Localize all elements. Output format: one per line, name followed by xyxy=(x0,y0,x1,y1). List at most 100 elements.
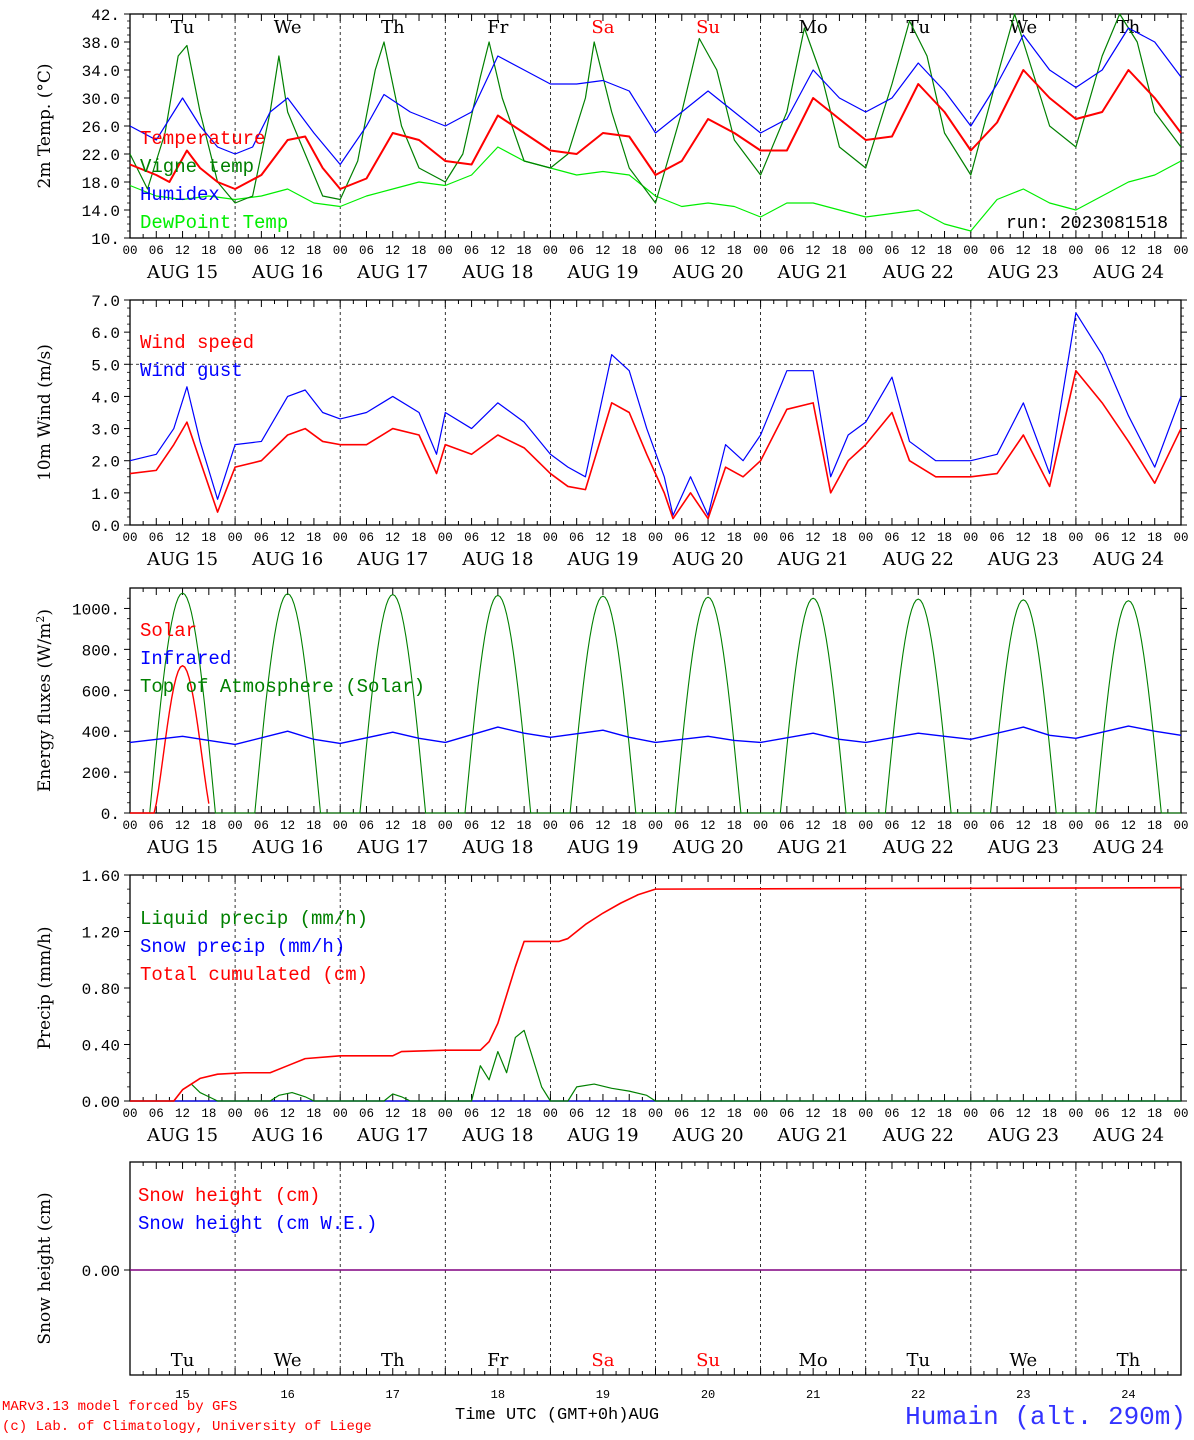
hour-tick-label: 00 xyxy=(858,531,873,545)
y-tick-label: 5.0 xyxy=(91,357,120,375)
hour-tick-label: 12 xyxy=(490,531,505,545)
hour-tick-label: 18 xyxy=(832,244,847,258)
y-tick-label: 18.0 xyxy=(82,175,120,193)
hour-tick-label: 06 xyxy=(884,531,899,545)
date-label: AUG 17 xyxy=(356,549,428,570)
hour-tick-label: 12 xyxy=(701,1107,716,1121)
weekday-label: Su xyxy=(696,17,720,38)
day-number-label: 23 xyxy=(1016,1388,1030,1402)
hour-tick-label: 00 xyxy=(228,244,243,258)
hour-tick-label: 12 xyxy=(280,531,295,545)
liquid-precip-line xyxy=(130,1029,1181,1102)
date-label: AUG 18 xyxy=(461,837,533,858)
y-axis-label: 10m Wind (m/s) xyxy=(35,344,55,481)
hour-tick-label: 12 xyxy=(1016,531,1031,545)
y-tick-label: 0. xyxy=(101,806,120,824)
hour-tick-label: 00 xyxy=(963,819,978,833)
date-label: AUG 22 xyxy=(882,1125,954,1146)
hour-tick-label: 18 xyxy=(1147,531,1162,545)
hour-tick-label: 00 xyxy=(438,244,453,258)
hour-tick-label: 18 xyxy=(517,244,532,258)
date-label: AUG 24 xyxy=(1092,1125,1164,1146)
time-axis-title: Time UTC (GMT+0h) xyxy=(455,1406,629,1425)
date-label: AUG 24 xyxy=(1092,549,1164,570)
hour-tick-label: 00 xyxy=(543,1107,558,1121)
hour-tick-label: 12 xyxy=(490,819,505,833)
hour-tick-label: 18 xyxy=(727,244,742,258)
hour-tick-label: 00 xyxy=(1068,531,1083,545)
date-label: AUG 23 xyxy=(987,549,1059,570)
y-tick-label: 7.0 xyxy=(91,293,120,311)
panel-frame xyxy=(129,13,1182,239)
hour-tick-label: 12 xyxy=(595,819,610,833)
hour-tick-label: 18 xyxy=(937,1107,952,1121)
hour-tick-label: 00 xyxy=(753,1107,768,1121)
date-label: AUG 17 xyxy=(356,837,428,858)
day-number-label: 17 xyxy=(386,1388,400,1402)
y-axis-label: 2m Temp. (°C) xyxy=(35,63,55,188)
hour-tick-label: 18 xyxy=(412,531,427,545)
hour-tick-label: 18 xyxy=(727,531,742,545)
date-label: AUG 20 xyxy=(671,1125,743,1146)
hour-tick-label: 12 xyxy=(806,1107,821,1121)
weekday-label: We xyxy=(274,17,302,38)
hour-tick-label: 06 xyxy=(149,531,164,545)
legend-entry: Vigne temp xyxy=(140,156,254,178)
legend-entry: Snow precip (mm/h) xyxy=(140,936,345,958)
hour-tick-label: 12 xyxy=(280,819,295,833)
hour-tick-label: 12 xyxy=(911,244,926,258)
hour-tick-label: 06 xyxy=(674,819,689,833)
hour-tick-label: 00 xyxy=(648,1107,663,1121)
total-cumulated-line xyxy=(130,886,1182,1102)
y-tick-label: 1000. xyxy=(72,601,120,619)
y-axis-label: Energy fluxes (W/m2) xyxy=(34,609,56,792)
hour-tick-label: 06 xyxy=(569,819,584,833)
hour-tick-label: 06 xyxy=(569,531,584,545)
hour-tick-label: 12 xyxy=(490,1107,505,1121)
hour-tick-label: 00 xyxy=(753,244,768,258)
hour-tick-label: 06 xyxy=(1095,531,1110,545)
hour-tick-label: 00 xyxy=(228,819,243,833)
hour-tick-label: 12 xyxy=(806,819,821,833)
hour-tick-label: 06 xyxy=(990,1107,1005,1121)
y-tick-label: 400. xyxy=(82,724,120,742)
date-label: AUG 17 xyxy=(356,262,428,283)
run-label: run: 2023081518 xyxy=(1006,214,1168,234)
hour-tick-label: 00 xyxy=(963,531,978,545)
y-tick-label: 38.0 xyxy=(82,35,120,53)
weekday-label: Th xyxy=(381,1350,405,1371)
hour-tick-label: 06 xyxy=(779,244,794,258)
hour-tick-label: 00 xyxy=(333,1107,348,1121)
hour-tick-label: 06 xyxy=(674,1107,689,1121)
hour-tick-label: 06 xyxy=(149,819,164,833)
hour-tick-label: 12 xyxy=(385,531,400,545)
station-label: Humain (alt. 290m) xyxy=(905,1402,1186,1432)
hour-tick-label: 18 xyxy=(622,244,637,258)
hour-tick-label: 06 xyxy=(779,531,794,545)
date-label: AUG 21 xyxy=(777,837,849,858)
weekday-label: Tu xyxy=(906,17,930,38)
hour-tick-label: 18 xyxy=(832,1107,847,1121)
hour-tick-label: 00 xyxy=(1173,244,1188,258)
hour-tick-label: 12 xyxy=(175,531,190,545)
date-label: AUG 16 xyxy=(251,262,323,283)
panel-4: 00 06 12 18 00 06 12 18 00 06 12 18 00 06 12 18 00 06 12 18… xyxy=(35,868,1189,1146)
date-label: AUG 22 xyxy=(882,262,954,283)
weekday-label: Tu xyxy=(171,17,195,38)
y-tick-label: 600. xyxy=(82,683,120,701)
date-label: AUG 16 xyxy=(251,1125,323,1146)
hour-tick-label: 12 xyxy=(595,1107,610,1121)
weekday-label: Th xyxy=(381,17,405,38)
hour-tick-label: 00 xyxy=(963,1107,978,1121)
hour-tick-label: 06 xyxy=(359,531,374,545)
hour-tick-label: 18 xyxy=(832,531,847,545)
y-tick-label: 22.0 xyxy=(82,147,120,165)
date-label: AUG 15 xyxy=(146,1125,218,1146)
date-label: AUG 18 xyxy=(461,549,533,570)
hour-tick-label: 18 xyxy=(832,819,847,833)
date-label: AUG 19 xyxy=(566,549,638,570)
date-label: AUG 21 xyxy=(777,549,849,570)
hour-tick-label: 18 xyxy=(412,244,427,258)
hour-tick-label: 00 xyxy=(1173,1107,1188,1121)
